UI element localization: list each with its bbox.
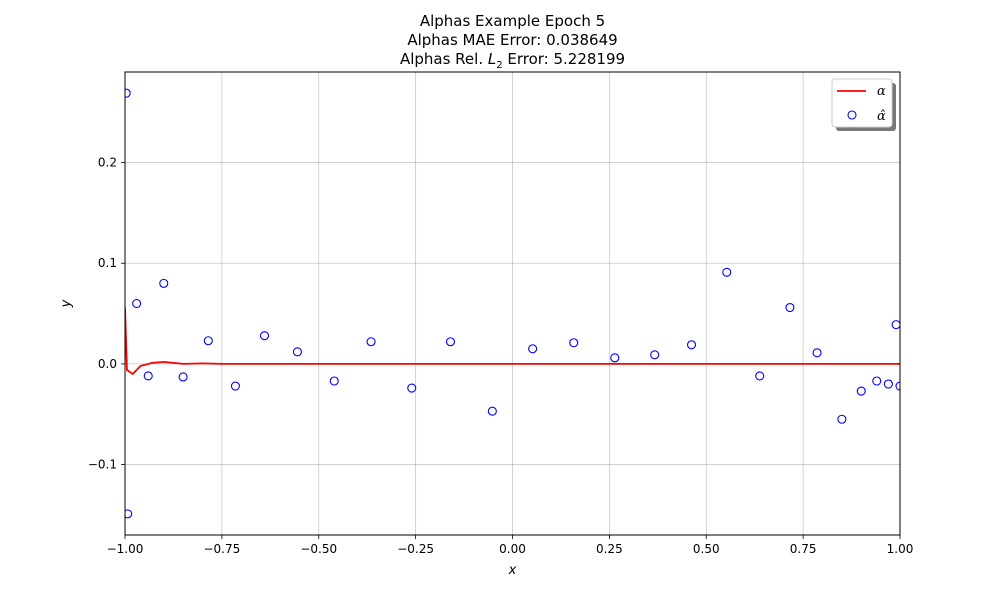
alpha-hat-point [132,298,142,309]
title-line-1: Alphas Example Epoch 5 [419,12,606,30]
alpha-hat-point [895,381,900,391]
title-l2-prefix: Alphas Rel. [399,50,488,68]
alpha-hat-point [610,353,620,363]
legend-marker-swatch [847,110,857,120]
alpha-hat-point [292,347,302,357]
alpha-hat-point [143,371,153,381]
alpha-series-line [125,307,900,376]
alpha-hat-point [722,267,732,277]
alpha-hat-point [366,337,376,347]
x-axis-label: x [508,563,517,578]
alpha-hat-point [812,348,822,358]
alpha-hat-point [785,302,795,313]
legend: α α̂ [831,78,896,131]
alpha-hat-point [528,344,538,354]
alpha-hat-point [230,381,240,391]
alpha-hat-point [178,372,188,382]
x-tick-label: −0.25 [397,542,434,556]
title-l2-subscript: 2 [496,60,503,71]
alpha-hat-point [755,371,765,381]
alpha-hat-point [872,376,882,386]
legend-label-alpha-hat: α̂ [877,109,886,124]
alpha-hat-point [259,331,270,341]
plot-frame [124,71,901,536]
alpha-hat-point [650,350,660,360]
alpha-hat-point [856,386,866,396]
alpha-hat-point [329,376,339,386]
x-tick-label: 0.25 [596,542,623,556]
alpha-hat-point [487,406,497,416]
alpha-hat-point [203,336,213,346]
x-tick-label: −1.00 [107,542,144,556]
y-tick-label: 0.1 [98,256,117,270]
plot-area [125,88,900,519]
title-line-3: Alphas Rel. L2 Error: 5.228199 [125,50,900,75]
x-tick-label: −0.75 [203,542,240,556]
y-axis-label: y [59,299,74,308]
alpha-hat-point [569,338,579,348]
alpha-hat-point [125,509,133,519]
alpha-hat-point [125,88,131,98]
title-l2-symbol: L [487,50,497,68]
title-line-2: Alphas MAE Error: 0.038649 [407,31,618,49]
y-tick-label: 0.0 [98,357,117,371]
y-tick-label: −0.1 [88,458,117,472]
alpha-hat-point [837,414,847,424]
legend-label-alpha: α [877,84,886,99]
y-tick-label: 0.2 [98,156,117,170]
alpha-hat-point [891,320,900,330]
alpha-hat-point [883,379,893,389]
alpha-hat-point [686,340,697,350]
x-tick-label: −0.50 [300,542,337,556]
x-tick-label: 0.75 [790,542,817,556]
alpha-hat-point [445,337,456,347]
title-l2-suffix: Error: 5.228199 [502,50,626,68]
alpha-hat-point [407,383,417,393]
x-tick-label: 0.00 [499,542,526,556]
chart-title: Alphas Example Epoch 5 Alphas MAE Error:… [125,12,900,75]
alpha-hat-point [159,278,169,288]
x-tick-label: 0.50 [693,542,720,556]
x-tick-label: 1.00 [887,542,914,556]
